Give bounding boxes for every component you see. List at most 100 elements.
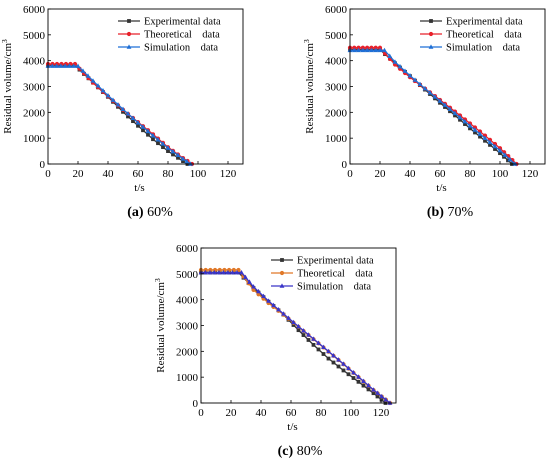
x-tick-label: 0 bbox=[45, 168, 51, 180]
x-tick-label: 20 bbox=[375, 168, 387, 180]
y-axis-label-superscript: 3 bbox=[302, 39, 311, 43]
chart-2: 0 20 40 60 80 100 120 0 1000 2000 3000 4000 5000 6000… bbox=[302, 4, 546, 220]
data-point bbox=[95, 83, 101, 88]
data-point bbox=[176, 155, 180, 160]
data-point bbox=[397, 63, 403, 69]
data-point bbox=[140, 124, 146, 129]
panel-caption: (a) 60% bbox=[127, 205, 173, 220]
x-tick-label: 40 bbox=[103, 168, 115, 180]
data-point bbox=[80, 68, 86, 73]
y-axis-label: Residual volume/cm3 bbox=[0, 39, 14, 134]
data-point bbox=[422, 85, 428, 91]
x-axis-label: t/s bbox=[134, 182, 144, 194]
data-point bbox=[377, 45, 383, 50]
data-point bbox=[130, 115, 136, 120]
data-point bbox=[301, 328, 306, 333]
data-point bbox=[375, 390, 381, 395]
data-point bbox=[502, 152, 508, 157]
data-point bbox=[266, 298, 271, 303]
data-point bbox=[301, 333, 306, 337]
data-point bbox=[373, 45, 378, 50]
data-point bbox=[326, 348, 331, 354]
data-point bbox=[447, 106, 453, 112]
y-tick-label: 4000 bbox=[23, 56, 46, 68]
series-3 bbox=[198, 269, 393, 405]
data-point bbox=[170, 149, 176, 154]
x-tick-label: 120 bbox=[522, 168, 539, 180]
x-tick-label: 100 bbox=[492, 168, 509, 180]
y-tick-label: 1000 bbox=[176, 372, 199, 384]
data-point bbox=[291, 319, 296, 325]
data-point bbox=[482, 135, 488, 140]
data-point bbox=[151, 137, 155, 142]
data-point bbox=[316, 347, 321, 352]
data-point bbox=[498, 151, 502, 156]
data-point bbox=[251, 284, 256, 289]
data-point bbox=[203, 267, 208, 273]
y-tick-label: 3000 bbox=[325, 82, 348, 94]
data-point bbox=[125, 111, 131, 116]
data-point bbox=[468, 126, 472, 131]
y-tick-label: 2000 bbox=[23, 107, 46, 119]
data-point bbox=[448, 109, 452, 114]
data-point bbox=[261, 293, 266, 299]
legend-label: Simulation data bbox=[297, 282, 371, 293]
data-point bbox=[365, 45, 370, 50]
data-point bbox=[171, 152, 175, 157]
y-axis-label: Residual volume/cm3 bbox=[153, 278, 167, 373]
data-point bbox=[453, 113, 457, 118]
data-point bbox=[352, 45, 357, 50]
y-axis-label: Residual volume/cm3 bbox=[302, 39, 316, 134]
data-point bbox=[247, 279, 252, 284]
data-point bbox=[321, 352, 326, 356]
data-point bbox=[488, 142, 492, 147]
data-point bbox=[360, 47, 366, 53]
data-point bbox=[321, 344, 326, 349]
data-point bbox=[438, 100, 442, 105]
data-point bbox=[62, 63, 68, 68]
panel-caption-value: 70% bbox=[444, 205, 474, 220]
x-tick-label: 80 bbox=[465, 168, 477, 180]
data-point bbox=[356, 45, 361, 50]
data-point bbox=[291, 323, 296, 327]
data-point bbox=[166, 149, 170, 153]
x-tick-label: 20 bbox=[73, 168, 85, 180]
data-point bbox=[341, 368, 346, 373]
data-point bbox=[356, 374, 361, 379]
data-point bbox=[181, 159, 185, 164]
x-tick-label: 40 bbox=[405, 168, 417, 180]
legend-marker bbox=[126, 44, 132, 49]
data-point bbox=[364, 47, 370, 53]
y-tick-label: 1000 bbox=[325, 133, 348, 145]
y-tick-label: 2000 bbox=[325, 107, 348, 119]
data-point bbox=[373, 47, 379, 53]
data-point bbox=[251, 287, 256, 292]
legend-label: Theoretical data bbox=[446, 30, 522, 41]
data-point bbox=[379, 393, 385, 399]
data-point bbox=[239, 269, 244, 275]
y-tick-label: 5000 bbox=[325, 30, 348, 42]
data-point bbox=[356, 47, 362, 53]
legend-marker bbox=[429, 19, 433, 23]
data-point bbox=[360, 45, 365, 50]
data-point bbox=[379, 397, 384, 402]
data-point bbox=[115, 102, 121, 107]
data-point bbox=[361, 383, 366, 388]
data-point bbox=[58, 63, 64, 68]
panel-caption-label: (c) bbox=[278, 444, 294, 459]
panel-caption: (b) 70% bbox=[427, 205, 474, 220]
data-point bbox=[100, 88, 106, 93]
data-point bbox=[234, 269, 240, 275]
data-point bbox=[286, 315, 291, 320]
data-point bbox=[85, 73, 91, 78]
legend-marker bbox=[279, 270, 285, 276]
legend-label: Experimental data bbox=[297, 256, 374, 267]
series-1 bbox=[348, 47, 514, 166]
data-point bbox=[371, 391, 376, 396]
y-tick-label: 5000 bbox=[176, 269, 199, 281]
y-tick-label: 0 bbox=[193, 398, 199, 410]
x-axis-label: t/s bbox=[436, 182, 446, 194]
legend: Experimental data Theoretical data Simulat… bbox=[118, 17, 221, 54]
legend: Experimental data Theoretical data Simulat… bbox=[420, 17, 523, 54]
data-point bbox=[326, 356, 331, 361]
